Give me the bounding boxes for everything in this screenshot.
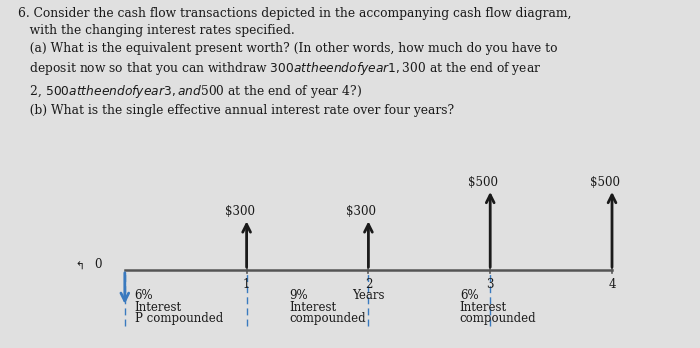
Text: 4: 4 [608, 278, 616, 291]
Text: P compounded: P compounded [134, 312, 223, 325]
Text: 0: 0 [94, 258, 101, 271]
Text: compounded: compounded [289, 312, 366, 325]
Text: 2: 2 [365, 278, 372, 291]
Text: $300: $300 [346, 205, 377, 218]
Text: Interest: Interest [289, 301, 337, 314]
Text: $500: $500 [468, 176, 498, 189]
Text: 6%: 6% [134, 290, 153, 302]
Text: Interest: Interest [134, 301, 182, 314]
Text: 6%: 6% [460, 290, 478, 302]
Text: 9%: 9% [289, 290, 308, 302]
Text: Interest: Interest [460, 301, 507, 314]
Text: $300: $300 [225, 205, 255, 218]
Text: compounded: compounded [460, 312, 536, 325]
Text: 6. Consider the cash flow transactions depicted in the accompanying cash flow di: 6. Consider the cash flow transactions d… [18, 7, 571, 117]
Text: ↳: ↳ [71, 256, 80, 267]
Text: $500: $500 [590, 176, 620, 189]
Text: 1: 1 [243, 278, 251, 291]
Text: Years: Years [352, 288, 385, 302]
Text: 3: 3 [486, 278, 494, 291]
